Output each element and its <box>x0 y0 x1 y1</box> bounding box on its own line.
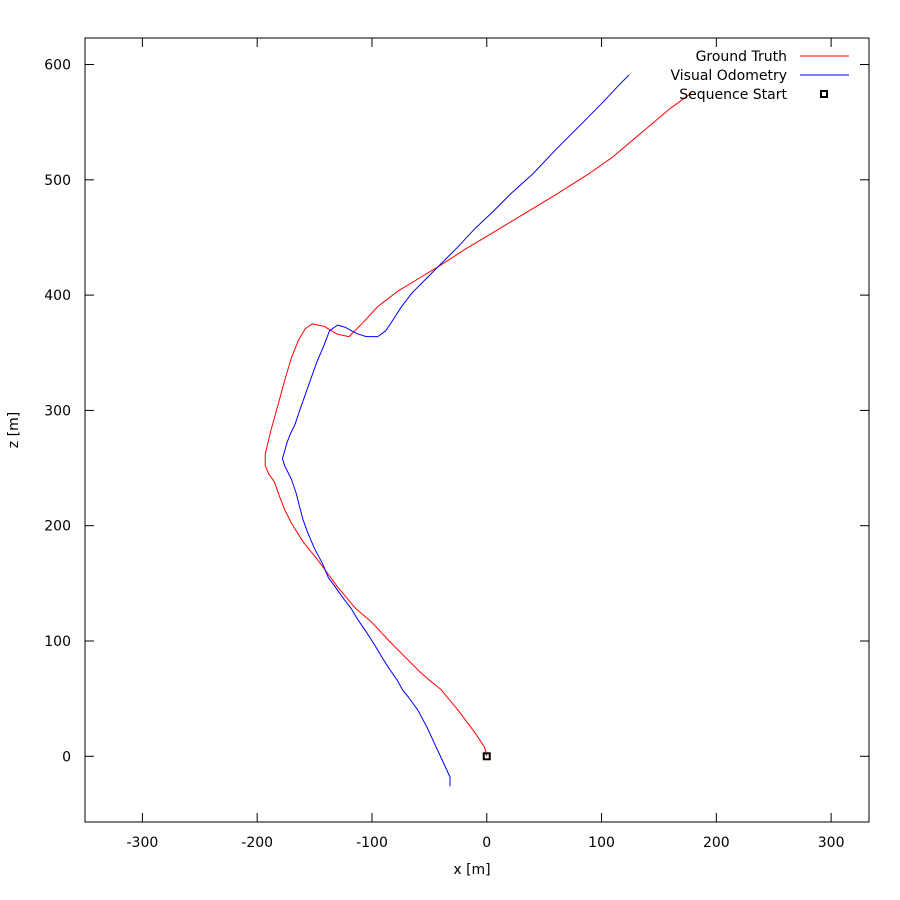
x-axis-label: x [m] <box>453 862 490 878</box>
sequence-start-marker <box>482 752 491 761</box>
y-tick-label: 300 <box>44 403 71 419</box>
y-tick-label: 400 <box>44 288 71 304</box>
x-tick-label: 100 <box>588 835 615 851</box>
series-line-visual-odometry <box>281 74 630 787</box>
x-tick-label: 0 <box>482 835 491 851</box>
series-line-ground-truth <box>264 92 692 757</box>
y-tick-label: 0 <box>62 749 71 765</box>
y-axis-ticks: 0 100 200 300 400 500 600 <box>44 58 869 765</box>
legend: Ground Truth Visual Odometry Sequence Star… <box>671 49 849 103</box>
legend-label: Ground Truth <box>696 49 787 65</box>
x-tick-label: 300 <box>818 835 845 851</box>
x-tick-label: -200 <box>241 835 273 851</box>
y-tick-label: 200 <box>44 519 71 535</box>
x-tick-label: 200 <box>703 835 730 851</box>
legend-marker <box>820 90 828 98</box>
x-tick-label: -100 <box>356 835 388 851</box>
y-tick-label: 500 <box>44 173 71 189</box>
series-layer <box>264 74 692 787</box>
x-axis-ticks: -300 -200 -100 0 100 200 300 <box>127 38 845 851</box>
y-tick-label: 100 <box>44 634 71 650</box>
y-tick-label: 600 <box>44 58 71 74</box>
x-tick-label: -300 <box>127 835 159 851</box>
legend-label: Sequence Start <box>679 87 787 103</box>
plot-frame <box>84 37 870 823</box>
y-axis-label: z [m] <box>6 412 22 448</box>
legend-label: Visual Odometry <box>671 68 788 84</box>
